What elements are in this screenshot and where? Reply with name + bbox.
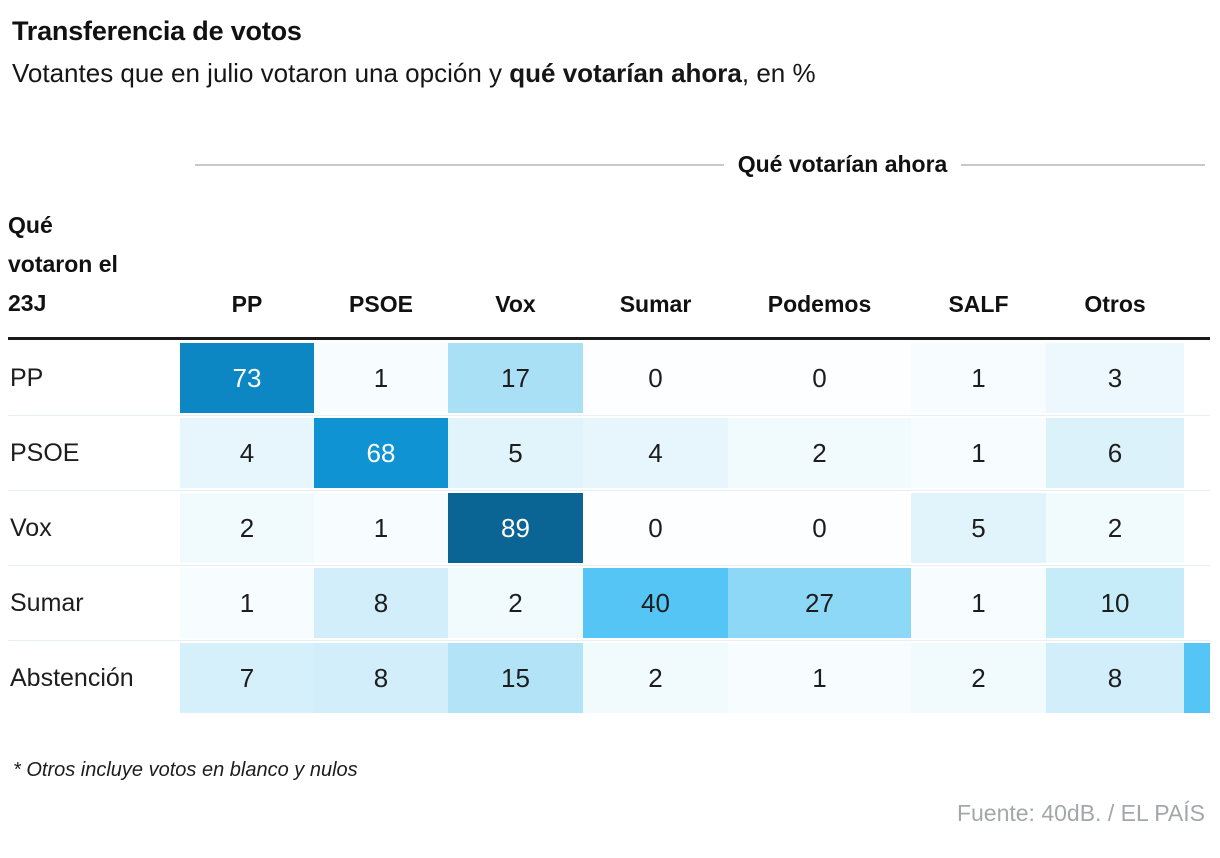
heat-cell-vox-otros: 2 — [1046, 493, 1184, 563]
column-header-salf: SALF — [948, 291, 1009, 317]
row-separator — [8, 488, 1210, 493]
row-separator — [8, 413, 1210, 418]
row-axis-label: Qué votaron el 23J — [8, 212, 118, 316]
column-group-header: Qué votarían ahora — [195, 151, 1205, 178]
chart-subtitle: Votantes que en julio votaron una opción… — [12, 58, 1220, 89]
table-row-abstención: Abstención 7 8 15 2 1 2 8 — [8, 643, 1210, 713]
column-header-podemos: Podemos — [767, 291, 872, 317]
heat-cell-psoe-salf: 1 — [911, 418, 1046, 488]
row-label: PP — [8, 343, 180, 413]
row-label: Vox — [8, 493, 180, 563]
row-separator — [8, 563, 1210, 568]
heat-cell-abstención-vox: 15 — [448, 643, 583, 713]
overflow-spacer — [1184, 418, 1210, 488]
heat-cell-sumar-otros: 10 — [1046, 568, 1184, 638]
heat-cell-vox-psoe: 1 — [314, 493, 448, 563]
heat-cell-sumar-salf: 1 — [911, 568, 1046, 638]
heat-cell-sumar-podemos: 27 — [728, 568, 911, 638]
heat-cell-vox-sumar: 0 — [583, 493, 728, 563]
heat-cell-vox-salf: 5 — [911, 493, 1046, 563]
heat-cell-pp-pp: 73 — [180, 343, 314, 413]
table-header-row: Qué votaron el 23J PP PSOE Vox Sumar Podemos… — [8, 206, 1210, 340]
heat-cell-pp-podemos: 0 — [728, 343, 911, 413]
heat-cell-abstención-otros: 8 — [1046, 643, 1184, 713]
heat-cell-pp-psoe: 1 — [314, 343, 448, 413]
heat-cell-psoe-vox: 5 — [448, 418, 583, 488]
overflow-spacer — [1184, 343, 1210, 413]
heatmap-table: Qué votaron el 23J PP PSOE Vox Sumar Podemos… — [8, 206, 1210, 713]
table-body: PP 73 1 17 0 0 1 3 PSOE 4 68 5 4 2 1 6 Vox 2 1 89 0 0 5 2 Sumar 1… — [8, 343, 1210, 713]
heat-cell-vox-podemos: 0 — [728, 493, 911, 563]
heat-cell-vox-pp: 2 — [180, 493, 314, 563]
heat-cell-psoe-psoe: 68 — [314, 418, 448, 488]
source-credit: Fuente: 40dB. / EL PAÍS — [956, 800, 1205, 826]
heat-cell-sumar-sumar: 40 — [583, 568, 728, 638]
heat-cell-abstención-psoe: 8 — [314, 643, 448, 713]
heat-cell-psoe-podemos: 2 — [728, 418, 911, 488]
row-label: Abstención — [8, 643, 180, 713]
heat-cell-pp-otros: 3 — [1046, 343, 1184, 413]
chart-title: Transferencia de votos — [12, 16, 302, 46]
heat-cell-abstención-sumar: 2 — [583, 643, 728, 713]
heat-cell-sumar-psoe: 8 — [314, 568, 448, 638]
column-header-pp: PP — [231, 291, 263, 317]
heat-cell-psoe-pp: 4 — [180, 418, 314, 488]
row-label: PSOE — [8, 418, 180, 488]
column-group-label: Qué votarían ahora — [737, 151, 948, 177]
subtitle-bold: qué votarían ahora — [509, 58, 742, 88]
heat-cell-pp-vox: 17 — [448, 343, 583, 413]
column-header-psoe: PSOE — [349, 291, 413, 317]
footnote: * Otros incluye votos en blanco y nulos — [13, 759, 358, 781]
heat-cell-sumar-pp: 1 — [180, 568, 314, 638]
heat-cell-pp-sumar: 0 — [583, 343, 728, 413]
table-row-pp: PP 73 1 17 0 0 1 3 — [8, 343, 1210, 413]
heat-cell-sumar-vox: 2 — [448, 568, 583, 638]
heat-cell-psoe-otros: 6 — [1046, 418, 1184, 488]
overflow-heat-cell — [1184, 643, 1210, 713]
subtitle-suffix: , en % — [741, 58, 816, 88]
table-row-sumar: Sumar 1 8 2 40 27 1 10 — [8, 568, 1210, 638]
overflow-spacer — [1184, 493, 1210, 563]
heat-cell-pp-salf: 1 — [911, 343, 1046, 413]
overflow-spacer — [1184, 568, 1210, 638]
table-row-vox: Vox 2 1 89 0 0 5 2 — [8, 493, 1210, 563]
group-header-right-rule — [961, 163, 1205, 166]
column-header-vox: Vox — [495, 291, 536, 317]
heat-cell-abstención-pp: 7 — [180, 643, 314, 713]
group-header-left-rule — [195, 163, 724, 166]
subtitle-prefix: Votantes que en julio votaron una opción… — [12, 58, 510, 88]
row-label: Sumar — [8, 568, 180, 638]
column-header-sumar: Sumar — [619, 291, 692, 317]
heat-cell-abstención-podemos: 1 — [728, 643, 911, 713]
heat-cell-vox-vox: 89 — [448, 493, 583, 563]
row-separator — [8, 638, 1210, 643]
heat-cell-abstención-salf: 2 — [911, 643, 1046, 713]
table-row-psoe: PSOE 4 68 5 4 2 1 6 — [8, 418, 1210, 488]
column-header-otros: Otros — [1084, 291, 1146, 317]
heat-cell-psoe-sumar: 4 — [583, 418, 728, 488]
